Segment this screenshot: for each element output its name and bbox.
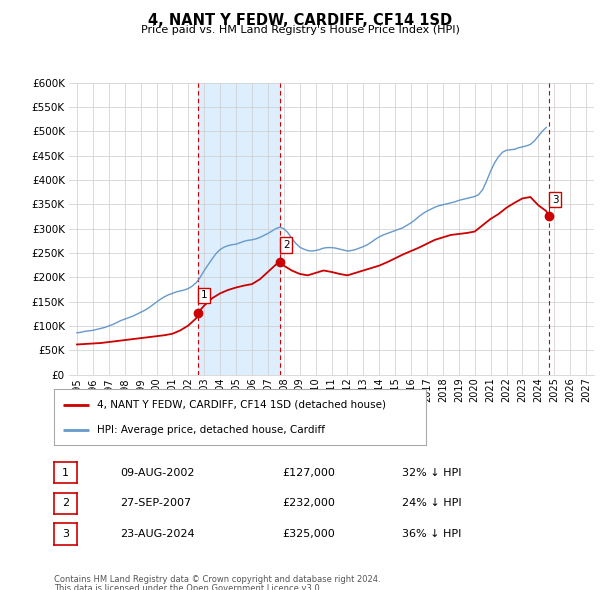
Text: 4, NANT Y FEDW, CARDIFF, CF14 1SD (detached house): 4, NANT Y FEDW, CARDIFF, CF14 1SD (detac… xyxy=(97,399,386,409)
Text: 4, NANT Y FEDW, CARDIFF, CF14 1SD: 4, NANT Y FEDW, CARDIFF, CF14 1SD xyxy=(148,13,452,28)
Text: 2: 2 xyxy=(283,240,290,250)
Text: 24% ↓ HPI: 24% ↓ HPI xyxy=(402,499,461,508)
Text: 3: 3 xyxy=(552,195,559,205)
Text: 36% ↓ HPI: 36% ↓ HPI xyxy=(402,529,461,539)
Text: £127,000: £127,000 xyxy=(282,468,335,477)
Text: 3: 3 xyxy=(62,529,69,539)
Text: 23-AUG-2024: 23-AUG-2024 xyxy=(120,529,194,539)
Text: 1: 1 xyxy=(201,290,208,300)
Text: 1: 1 xyxy=(62,468,69,477)
Text: 2: 2 xyxy=(62,499,69,508)
Text: Price paid vs. HM Land Registry's House Price Index (HPI): Price paid vs. HM Land Registry's House … xyxy=(140,25,460,35)
Bar xyxy=(198,83,280,375)
Text: Contains HM Land Registry data © Crown copyright and database right 2024.: Contains HM Land Registry data © Crown c… xyxy=(54,575,380,584)
Text: £325,000: £325,000 xyxy=(282,529,335,539)
Text: This data is licensed under the Open Government Licence v3.0.: This data is licensed under the Open Gov… xyxy=(54,584,322,590)
Text: 27-SEP-2007: 27-SEP-2007 xyxy=(120,499,191,508)
Text: 32% ↓ HPI: 32% ↓ HPI xyxy=(402,468,461,477)
Text: HPI: Average price, detached house, Cardiff: HPI: Average price, detached house, Card… xyxy=(97,425,325,435)
Text: 09-AUG-2002: 09-AUG-2002 xyxy=(120,468,194,477)
Text: £232,000: £232,000 xyxy=(282,499,335,508)
